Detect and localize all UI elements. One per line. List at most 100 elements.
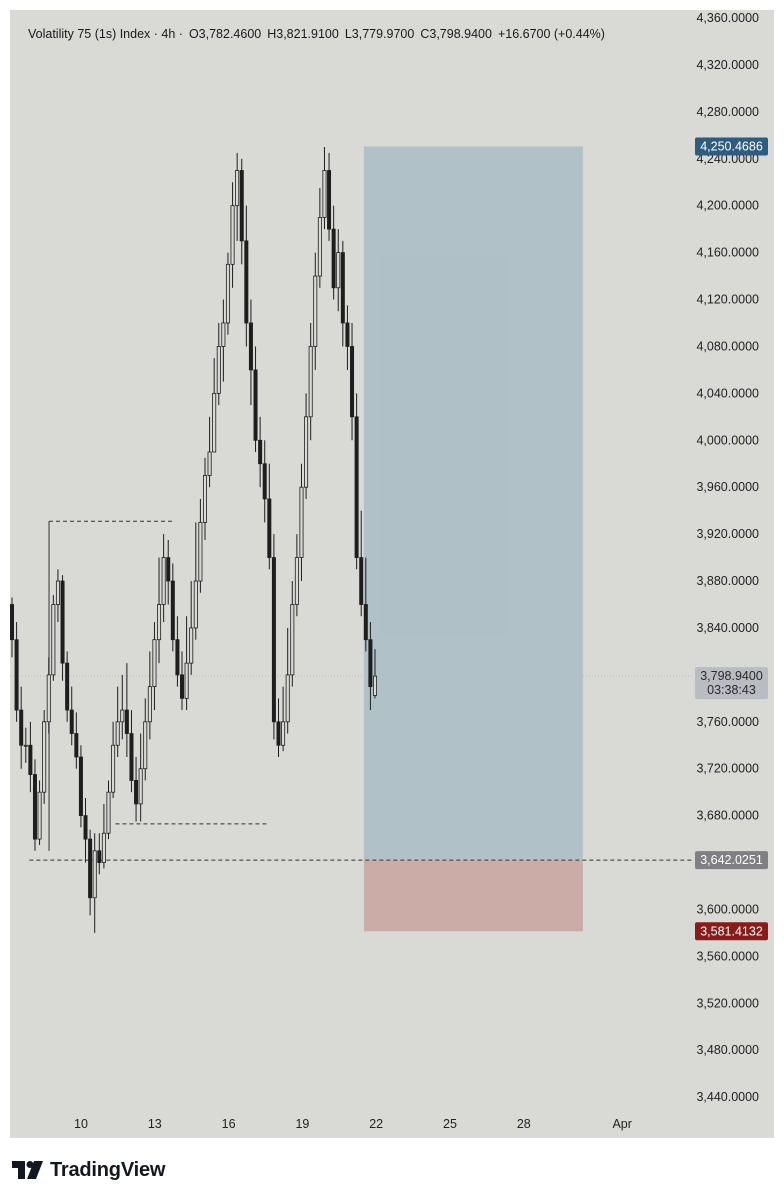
candle-body: [207, 451, 212, 476]
candle-body: [350, 346, 355, 418]
y-tick-label: 3,480.0000: [696, 1043, 759, 1057]
profit-zone: [363, 146, 583, 861]
candle-body: [317, 217, 322, 277]
chart-panel[interactable]: 4,360.0000 4,320.0000 4,280.0000 4,240.0000…: [10, 10, 774, 1138]
candle-body: [193, 580, 198, 629]
ohlc-header: Volatility 75 (1s) Index · 4h · O3,782.46…: [28, 27, 611, 41]
candle-body: [42, 721, 47, 793]
y-tick-label: 3,760.0000: [696, 715, 759, 729]
y-tick-label: 4,320.0000: [696, 58, 759, 72]
candle-body: [248, 322, 253, 371]
candle-body: [180, 674, 185, 699]
candle-body: [134, 780, 139, 805]
low-value: L3,779.9700: [344, 27, 415, 41]
candle-body: [120, 709, 125, 723]
candle-body: [129, 733, 134, 781]
y-tick-label: 3,840.0000: [696, 621, 759, 635]
candle-body: [55, 580, 60, 605]
candle-body: [327, 170, 332, 230]
candle-body: [97, 850, 102, 863]
y-tick-label: 3,720.0000: [696, 762, 759, 776]
current-price-label-text: 03:38:43: [707, 683, 756, 697]
candle-body: [244, 240, 249, 324]
brand-name: TradingView: [50, 1158, 166, 1181]
candle-body: [19, 709, 24, 746]
candle-body: [340, 252, 345, 324]
candle-body: [32, 774, 37, 840]
target-price-label-bg: [695, 137, 768, 156]
y-tick-label: 4,120.0000: [696, 293, 759, 307]
x-tick-label: Apr: [612, 1117, 631, 1131]
change-value: +16.6700 (+0.44%): [497, 27, 605, 41]
entry-price-label-text: 3,642.0251: [700, 853, 763, 867]
close-value: C3,798.9400: [420, 27, 492, 41]
y-tick-label: 3,440.0000: [696, 1090, 759, 1104]
candle-body: [212, 392, 217, 453]
y-tick-label: 4,080.0000: [696, 339, 759, 353]
candle-body: [230, 205, 235, 265]
candle-body: [28, 744, 33, 775]
x-tick-label: 22: [369, 1117, 383, 1131]
y-tick-label: 4,280.0000: [696, 105, 759, 119]
candle-body: [170, 580, 175, 641]
candle-body: [60, 580, 65, 664]
current-price-label-bg: [695, 667, 768, 700]
x-tick-label: 13: [148, 1117, 162, 1131]
candle-body: [106, 791, 111, 834]
candle-body: [258, 439, 263, 465]
candle-body: [331, 228, 336, 289]
stop-price-label-text: 3,581.4132: [700, 924, 763, 938]
loss-zone: [363, 860, 583, 932]
candle-body: [267, 498, 272, 558]
stop-price-label-bg: [695, 922, 768, 941]
open-value: O3,782.4600: [188, 27, 262, 41]
candle-body: [262, 463, 267, 500]
y-tick-label: 3,880.0000: [696, 574, 759, 588]
candle-body: [198, 521, 203, 582]
price-chart[interactable]: 4,360.00004,320.00004,280.00004,240.0000…: [10, 10, 774, 1138]
candle-body: [157, 604, 162, 641]
candle-body: [225, 263, 230, 324]
candle-body: [345, 322, 350, 347]
target-price-label-text: 4,250.4686: [700, 139, 763, 153]
candle-body: [299, 486, 304, 558]
candle-body: [322, 170, 327, 218]
candle-body: [363, 604, 368, 641]
candle-body: [88, 838, 93, 899]
x-tick-label: 25: [443, 1117, 457, 1131]
y-tick-label: 3,520.0000: [696, 996, 759, 1010]
symbol-label: Volatility 75 (1s) Index · 4h ·: [28, 27, 183, 41]
candle-body: [83, 815, 88, 840]
y-tick-label: 4,360.0000: [696, 11, 759, 25]
x-tick-label: 16: [222, 1117, 236, 1131]
x-tick-label: 10: [74, 1117, 88, 1131]
candle-body: [184, 662, 189, 699]
candle-body: [175, 639, 180, 676]
candle-body: [10, 604, 14, 641]
candle-body: [253, 369, 258, 441]
y-tick-label: 3,680.0000: [696, 809, 759, 823]
candle-body: [276, 721, 281, 746]
candle-body: [202, 475, 207, 523]
entry-price-label-bg: [695, 851, 768, 870]
y-tick-label: 3,960.0000: [696, 480, 759, 494]
candle-body: [51, 604, 56, 676]
candle-body: [124, 709, 129, 734]
candle-body: [372, 675, 377, 696]
candle-body: [37, 791, 42, 840]
current-price-label-text: 3,798.9400: [700, 669, 763, 683]
candle-body: [189, 627, 194, 664]
candle-body: [281, 721, 286, 746]
candle-body: [285, 674, 290, 723]
y-tick-label: 3,600.0000: [696, 902, 759, 916]
candle-body: [239, 170, 244, 242]
candle-body: [294, 557, 299, 605]
candle-body: [74, 733, 79, 758]
candle-body: [101, 832, 106, 863]
candle-body: [290, 604, 295, 676]
y-tick-label: 4,000.0000: [696, 433, 759, 447]
candle-body: [65, 662, 70, 711]
candle-body: [235, 170, 240, 207]
candle-body: [221, 322, 226, 347]
candle-body: [115, 721, 120, 746]
